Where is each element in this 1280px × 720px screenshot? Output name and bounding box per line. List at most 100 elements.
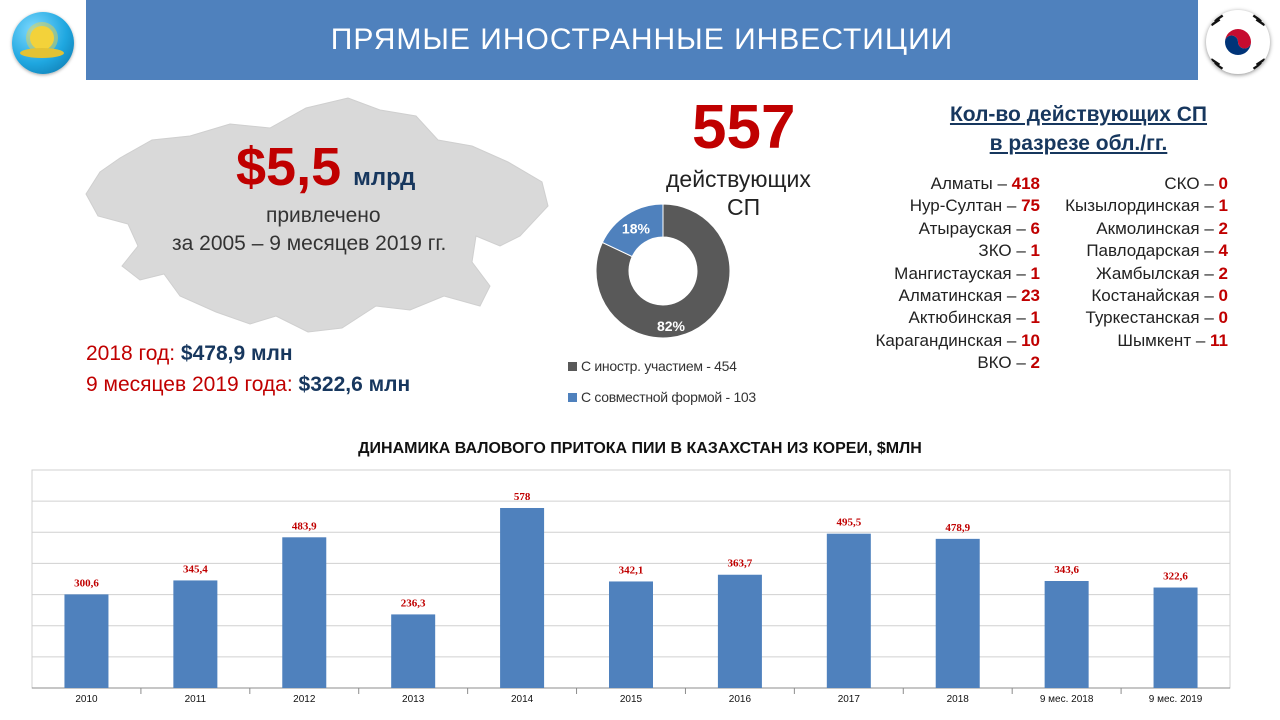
x-tick-label: 9 мес. 2019 [1149,694,1203,705]
region-item-left-0: Алматы – 418 [931,174,1040,194]
region-dash: – [1199,174,1219,193]
region-count: 2 [1218,218,1228,238]
bar-2010 [64,594,109,688]
x-tick-label: 2011 [185,694,207,705]
region-name: Нур-Султан [909,196,1003,216]
regions-title: Кол-во действующих СП в разрезе обл./гг. [896,100,1261,158]
region-name: ВКО [977,353,1012,373]
total-investment: $5,5 млрд [236,136,415,198]
korea-flag-icon [1206,10,1270,74]
region-name: Алматинская [898,286,1003,305]
donut-legend-item-foreign: С иностр. участием - 454 [568,358,737,374]
region-dash: – [1002,330,1022,350]
bar-2017 [826,533,871,688]
region-item-left-5: Алматинская – 23 [899,286,1041,306]
jv-label-active: действующих [666,166,811,192]
region-count: 0 [1218,308,1228,328]
region-count: 418 [1011,174,1040,193]
bar-value-label: 343,6 [1054,564,1079,576]
legend-swatch-joint [568,392,577,402]
bar-2011 [173,580,218,688]
region-name: Шымкент [1117,330,1192,350]
bar-value-label: 495,5 [836,517,861,529]
region-name: Жамбылская [1095,263,1200,283]
bar-value-label: 578 [514,491,531,503]
region-count: 1 [1030,308,1040,328]
bar-2013 [391,614,436,688]
region-dash: – [1011,263,1031,283]
region-count: 0 [1218,286,1228,305]
bar-2015 [609,581,653,688]
year-2018-label: 2018 год: [86,342,176,365]
region-item-right-1: Кызылординская – 1 [1065,196,1228,216]
region-dash: – [1011,218,1031,238]
legend-swatch-foreign [568,361,577,371]
bar-2018 [935,538,980,688]
donut-percent-label-0: 82% [657,318,686,334]
total-investment-unit: млрд [353,164,416,191]
region-item-left-3: ЗКО – 1 [978,241,1040,261]
region-dash: – [1199,241,1219,261]
bar-value-label: 342,1 [619,564,644,576]
region-count: 10 [1021,330,1040,350]
region-item-left-6: Актюбинская – 1 [909,308,1040,328]
region-name: СКО [1164,174,1200,193]
donut-slice-1 [601,203,664,258]
region-count: 4 [1218,241,1228,261]
bar-value-label: 300,6 [74,577,99,589]
region-dash: – [1002,196,1022,216]
bar-value-label: 236,3 [401,597,426,609]
region-name: Карагандинская [875,330,1003,350]
region-name: Мангистауская [894,263,1012,283]
regions-title-line2: в разрезе обл./гг. [989,132,1168,155]
region-name: Актюбинская [908,308,1012,328]
region-item-right-7: Шымкент – 11 [1117,331,1228,351]
x-tick-label: 2015 [620,694,643,705]
region-count: 6 [1030,218,1040,238]
region-count: 2 [1218,263,1228,283]
region-dash: – [1002,286,1022,305]
region-item-left-4: Мангистауская – 1 [894,264,1040,284]
region-item-right-2: Акмолинская – 2 [1096,219,1228,239]
bar-value-label: 345,4 [183,563,208,575]
bar-2016 [717,574,762,688]
bar-9 мес. 2018 [1044,580,1089,688]
region-dash: – [1199,286,1219,305]
bar-2014 [500,507,545,688]
regions-title-line1: Кол-во действующих СП [949,103,1208,126]
region-item-left-7: Карагандинская – 10 [875,331,1040,351]
region-count: 1 [1218,196,1228,216]
chart-title: ДИНАМИКА ВАЛОВОГО ПРИТОКА ПИИ В КАЗАХСТА… [358,440,922,457]
x-tick-label: 9 мес. 2018 [1040,694,1094,705]
region-name: Алматы [930,174,993,193]
kazakhstan-map-icon [85,97,549,333]
region-dash: – [1199,263,1219,283]
region-count: 1 [1030,263,1040,283]
legend-label-foreign: С иностр. участием - 454 [581,358,737,374]
region-name: Акмолинская [1096,218,1200,238]
nine-months-value: $322,6 млн [298,373,411,396]
region-item-left-8: ВКО – 2 [977,353,1040,373]
region-count: 1 [1030,241,1040,261]
bar-9 мес. 2019 [1153,587,1198,688]
region-item-right-5: Костанайская – 0 [1091,286,1228,306]
year-2018-value: $478,9 млн [180,342,293,365]
region-count: 0 [1218,174,1228,193]
region-item-right-6: Туркестанская – 0 [1085,308,1228,328]
page-title: ПРЯМЫЕ ИНОСТРАННЫЕ ИНВЕСТИЦИИ [330,23,954,56]
region-dash: – [992,174,1012,193]
nine-months-line: 9 месяцев 2019 года: $322,6 млн [86,373,410,397]
region-name: ЗКО [978,241,1012,261]
region-dash: – [1199,196,1219,216]
legend-label-joint: С совместной формой - 103 [581,389,756,405]
year-2018-line: 2018 год: $478,9 млн [86,342,293,366]
region-dash: – [1011,308,1031,328]
kazakhstan-emblem-icon [12,12,74,74]
region-item-right-3: Павлодарская – 4 [1086,241,1228,261]
total-investment-value: $5,5 [236,137,342,197]
donut-percent-label-1: 18% [622,220,651,236]
x-tick-label: 2014 [511,694,534,705]
region-item-right-0: СКО – 0 [1164,174,1228,194]
x-tick-label: 2016 [729,694,752,705]
region-count: 11 [1210,330,1228,350]
